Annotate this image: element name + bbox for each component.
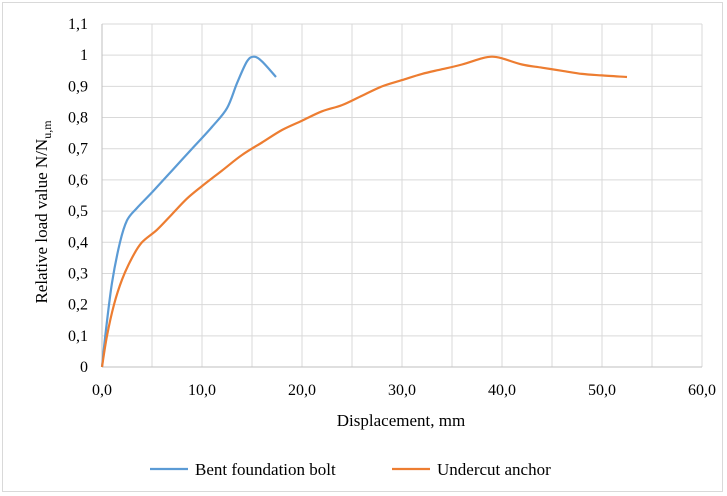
- y-tick-label: 0,9: [68, 78, 88, 95]
- y-tick-label: 0,2: [68, 297, 88, 314]
- x-axis-title: Displacement, mm: [337, 411, 465, 430]
- x-tick-label: 0,0: [92, 382, 112, 399]
- y-axis-title: Relative load value N/Nu,m: [32, 120, 54, 304]
- legend-label-bent-foundation-bolt: Bent foundation bolt: [195, 460, 336, 479]
- legend-label-undercut-anchor: Undercut anchor: [437, 460, 551, 479]
- y-tick-label: 0: [80, 359, 88, 376]
- x-tick-label: 20,0: [288, 382, 316, 399]
- tick-labels: 0 0,1 0,2 0,3 0,4 0,5 0,6 0,7 0,8 0,9 1 1,1 0,0 10,0 2…: [68, 16, 716, 399]
- y-axis-title-group: Relative load value N/Nu,m: [32, 120, 54, 304]
- y-axis-title-subscript: u,m: [40, 120, 54, 139]
- x-tick-label: 10,0: [188, 382, 216, 399]
- y-axis-title-main: Relative load value N/N: [32, 139, 51, 304]
- series-line-bent-foundation-bolt: [100, 55, 277, 368]
- y-tick-label: 0,7: [68, 141, 88, 158]
- y-tick-label: 0,4: [68, 234, 88, 251]
- x-tick-label: 30,0: [388, 382, 416, 399]
- y-tick-label: 0,6: [68, 172, 88, 189]
- y-tick-label: 0,1: [68, 328, 88, 345]
- y-tick-label: 1: [80, 47, 88, 64]
- x-tick-label: 60,0: [688, 382, 716, 399]
- chart-frame: [2, 2, 723, 492]
- x-tick-label: 40,0: [488, 382, 516, 399]
- x-tick-label: 50,0: [588, 382, 616, 399]
- legend: Bent foundation bolt Undercut anchor: [150, 460, 551, 479]
- y-tick-label: 0,8: [68, 110, 88, 127]
- y-tick-label: 1,1: [68, 16, 88, 33]
- y-tick-label: 0,5: [68, 203, 88, 220]
- y-tick-label: 0,3: [68, 265, 88, 282]
- series-line-undercut-anchor: [100, 55, 628, 368]
- axes: [101, 24, 702, 368]
- series-lines: [100, 55, 628, 368]
